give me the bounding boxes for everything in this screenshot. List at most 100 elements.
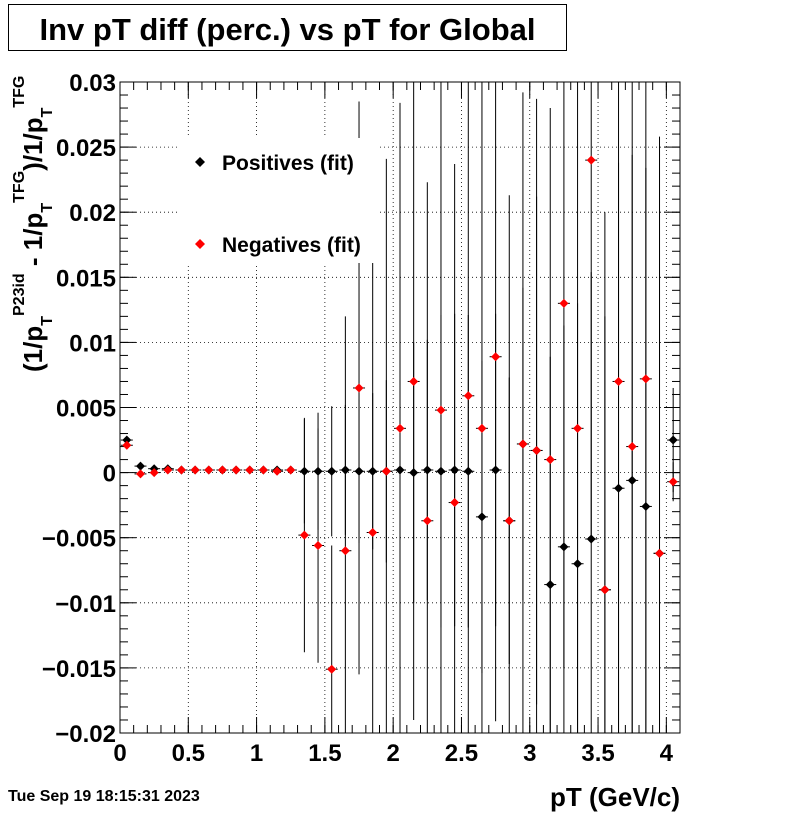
negative-point bbox=[600, 585, 610, 595]
ylabel-part: )/1/p bbox=[18, 117, 48, 170]
positive-point bbox=[627, 475, 637, 485]
x-tick-label: 2 bbox=[386, 740, 399, 767]
negative-point bbox=[641, 374, 651, 384]
y-tick-label: 0.01 bbox=[69, 330, 116, 357]
y-tick-label: −0.01 bbox=[55, 591, 116, 618]
y-tick-label: −0.02 bbox=[55, 721, 116, 748]
legend-box bbox=[178, 138, 378, 263]
negative-point bbox=[395, 423, 405, 433]
positive-point bbox=[299, 466, 309, 476]
y-tick-label: 0.015 bbox=[56, 265, 116, 292]
chart-title: Inv pT diff (perc.) vs pT for Global bbox=[39, 12, 536, 47]
timestamp: Tue Sep 19 18:15:31 2023 bbox=[8, 788, 200, 805]
negative-point bbox=[245, 465, 255, 475]
x-tick-label: 3 bbox=[523, 740, 536, 767]
negative-point bbox=[532, 445, 542, 455]
negative-point bbox=[491, 352, 501, 362]
negative-point bbox=[518, 439, 528, 449]
legend-label-positives: Positives (fit) bbox=[222, 152, 354, 175]
positive-point bbox=[559, 542, 569, 552]
positive-point bbox=[422, 465, 432, 475]
negative-point bbox=[381, 466, 391, 476]
y-tick-label: 0.02 bbox=[69, 200, 116, 227]
positive-point bbox=[573, 559, 583, 569]
ylabel-sup: TFG bbox=[11, 171, 28, 203]
positive-point bbox=[586, 534, 596, 544]
legend-marker-positives bbox=[195, 157, 205, 167]
negative-point bbox=[313, 541, 323, 551]
ylabel-sup: P23id bbox=[11, 273, 28, 316]
negative-point bbox=[340, 546, 350, 556]
negative-point bbox=[409, 376, 419, 386]
ylabel-sup: TFG bbox=[11, 76, 28, 108]
positive-point bbox=[450, 465, 460, 475]
negative-point bbox=[504, 516, 514, 526]
positive-point bbox=[368, 466, 378, 476]
negative-point bbox=[627, 442, 637, 452]
legend-marker-negatives bbox=[195, 239, 205, 249]
negative-point bbox=[436, 405, 446, 415]
negative-point bbox=[655, 548, 665, 558]
x-tick-label: 1 bbox=[250, 740, 263, 767]
negative-point bbox=[327, 664, 337, 674]
negative-point bbox=[559, 298, 569, 308]
negative-point bbox=[190, 465, 200, 475]
chart-title-box: Inv pT diff (perc.) vs pT for Global bbox=[8, 4, 567, 51]
negative-point bbox=[149, 468, 159, 478]
positive-point bbox=[135, 461, 145, 471]
positive-point bbox=[463, 466, 473, 476]
legend-label-negatives: Negatives (fit) bbox=[222, 234, 361, 257]
positive-point bbox=[395, 465, 405, 475]
axis-labels: 0 0.5 1 1.5 2 2.5 3 3.5 4 −0.02 −0.015 −0.01 −0.005 0… bbox=[11, 70, 680, 812]
negative-point bbox=[614, 376, 624, 386]
x-tick-label: 2.5 bbox=[445, 740, 478, 767]
y-axis-title: (1/pTP23id - 1/pTTFG)/1/pTTFG bbox=[11, 76, 56, 372]
positive-point bbox=[409, 468, 419, 478]
negative-point bbox=[299, 530, 309, 540]
ylabel-part: - 1/p bbox=[18, 213, 48, 274]
ylabel-sub: T bbox=[39, 107, 56, 117]
negative-point bbox=[286, 465, 296, 475]
ylabel-part: (1/p bbox=[18, 326, 48, 372]
negative-point bbox=[231, 465, 241, 475]
positive-point bbox=[327, 466, 337, 476]
negative-point bbox=[545, 455, 555, 465]
y-tick-label: 0.005 bbox=[56, 396, 116, 423]
positive-point bbox=[354, 466, 364, 476]
y-tick-label: 0.03 bbox=[69, 70, 116, 97]
negative-point bbox=[122, 440, 132, 450]
negative-point bbox=[450, 498, 460, 508]
y-tick-label: 0 bbox=[103, 461, 116, 488]
positive-point bbox=[491, 465, 501, 475]
y-tick-label: −0.005 bbox=[42, 526, 116, 553]
negative-point bbox=[368, 527, 378, 537]
positive-point bbox=[668, 435, 678, 445]
negative-point bbox=[573, 423, 583, 433]
positive-point bbox=[122, 435, 132, 445]
x-tick-label: 4 bbox=[660, 740, 674, 767]
x-tick-label: 3.5 bbox=[581, 740, 614, 767]
x-tick-label: 0.5 bbox=[172, 740, 205, 767]
negative-point bbox=[477, 423, 487, 433]
x-tick-label: 0 bbox=[113, 740, 126, 767]
ylabel-sub: T bbox=[39, 203, 56, 213]
negative-point bbox=[422, 516, 432, 526]
negative-point bbox=[204, 465, 214, 475]
positive-point bbox=[641, 501, 651, 511]
negative-point bbox=[217, 465, 227, 475]
positive-point bbox=[545, 580, 555, 590]
positive-point bbox=[313, 466, 323, 476]
ylabel-sub: T bbox=[39, 316, 56, 326]
negative-point bbox=[354, 383, 364, 393]
negative-point bbox=[272, 466, 282, 476]
negative-point bbox=[163, 465, 173, 475]
negative-point bbox=[668, 477, 678, 487]
positive-point bbox=[436, 466, 446, 476]
data-markers bbox=[122, 155, 678, 674]
x-axis-title: pT (GeV/c) bbox=[550, 782, 680, 812]
x-tick-label: 1.5 bbox=[308, 740, 341, 767]
negative-point bbox=[258, 465, 268, 475]
negative-point bbox=[176, 465, 186, 475]
negative-point bbox=[463, 391, 473, 401]
legend: Positives (fit) Negatives (fit) bbox=[178, 138, 378, 263]
